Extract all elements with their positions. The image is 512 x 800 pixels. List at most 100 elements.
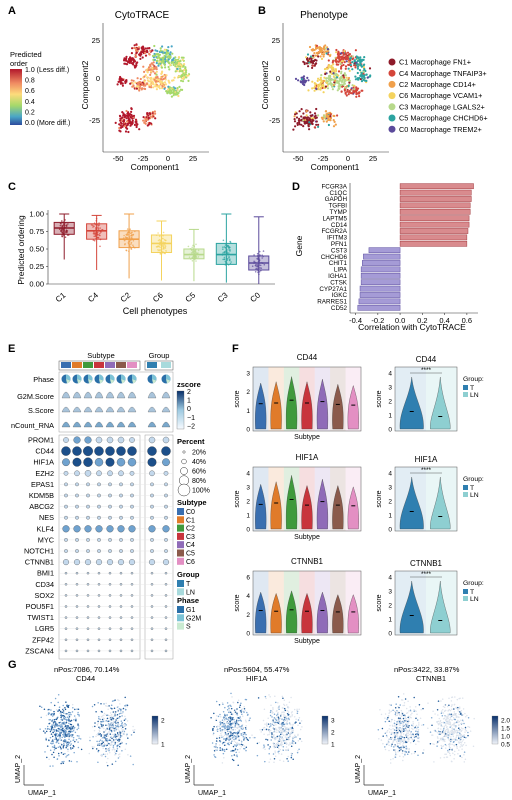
scatter-point	[315, 120, 318, 123]
umap-point	[398, 729, 401, 732]
group-violin-title: CD44	[416, 355, 437, 364]
umap-point	[416, 713, 418, 715]
panel-letter-f: F	[232, 343, 239, 355]
umap-point	[55, 723, 58, 725]
umap-point	[398, 747, 401, 749]
umap-point	[59, 710, 62, 713]
umap-point	[121, 725, 123, 727]
umap-point	[112, 746, 115, 748]
umap-point	[221, 701, 224, 704]
scatter-point	[143, 80, 146, 83]
umap-point	[391, 719, 393, 721]
expression-dot	[108, 515, 112, 520]
violin-xlabel: Subtype	[294, 434, 320, 441]
percent-label: 80%	[192, 478, 206, 485]
umap-point	[268, 752, 270, 755]
umap-point	[289, 733, 292, 735]
umap-point	[241, 715, 244, 717]
scatter-point	[298, 119, 301, 122]
umap-point	[430, 716, 433, 719]
umap-point	[289, 716, 292, 718]
subtype-swatch	[177, 508, 184, 515]
umap-point	[277, 711, 279, 714]
jitter-point	[159, 241, 161, 243]
legend-swatch	[388, 58, 396, 66]
scatter-point	[369, 75, 372, 78]
umap-point	[283, 725, 285, 728]
umap-point	[295, 736, 297, 738]
umap-point	[227, 705, 229, 708]
umap-point	[219, 713, 221, 716]
umap-point	[461, 697, 464, 699]
mini-violin	[72, 421, 82, 428]
umap-point	[70, 748, 72, 750]
gene-label: NOTCH1	[24, 547, 54, 556]
expression-dot	[97, 605, 101, 608]
scatter-point	[177, 65, 180, 68]
scatter-point	[158, 60, 161, 63]
umap-point	[98, 742, 100, 745]
scatter-point	[146, 76, 149, 79]
umap-point	[443, 726, 445, 729]
umap-point	[278, 708, 280, 711]
umap-point	[440, 732, 442, 735]
scatter-point	[346, 89, 349, 92]
scatter-point	[156, 50, 159, 53]
umap-point	[411, 712, 413, 715]
scatter-point	[168, 53, 171, 56]
umap-point	[118, 736, 121, 739]
umap-point	[227, 722, 230, 725]
umap-point	[264, 695, 267, 698]
umap-point	[234, 744, 236, 746]
scatter-point	[342, 63, 345, 67]
scatter-point	[134, 55, 138, 58]
umap-point	[95, 711, 97, 713]
umap-point	[216, 730, 219, 733]
scatter-point	[313, 52, 316, 55]
jitter-point	[92, 239, 95, 241]
scatter-point	[131, 117, 134, 120]
umap-point	[463, 736, 466, 739]
scatter-point	[317, 77, 320, 80]
umap-point	[114, 711, 117, 713]
scatter-point	[355, 86, 358, 89]
zscore-tick: −1	[187, 415, 195, 422]
jitter-point	[126, 228, 129, 230]
jitter-point	[62, 229, 64, 231]
umap-point	[460, 710, 463, 712]
umap-point	[49, 736, 52, 739]
expression-dot	[64, 616, 68, 619]
umap-point	[119, 742, 122, 745]
umap-point	[277, 716, 280, 718]
percent-dot	[182, 450, 186, 454]
bar-FCGR3A	[399, 183, 474, 190]
scatter-point	[147, 69, 150, 72]
phase-pie-slice	[152, 374, 157, 381]
header-color-cell	[105, 362, 115, 368]
expression-dot	[162, 525, 170, 533]
y-tick-label: 0	[96, 74, 100, 83]
group-legend-title: Group:	[463, 476, 484, 483]
phase-pie-slice	[121, 379, 126, 384]
scatter-point	[353, 88, 356, 91]
umap-point	[287, 736, 290, 739]
umap-point	[59, 728, 61, 731]
scatter-point	[135, 124, 138, 127]
phase-pie-slice	[166, 374, 171, 381]
umap-point	[440, 744, 442, 747]
scatter-point	[152, 61, 155, 64]
scatter-point	[130, 107, 133, 110]
umap-point	[271, 733, 273, 735]
expression-dot	[75, 515, 79, 520]
umap-point	[441, 732, 444, 734]
umap-point	[68, 760, 71, 762]
umap-point	[73, 745, 75, 748]
scatter-point	[164, 83, 167, 86]
scatter-point	[307, 79, 310, 82]
umap-point	[401, 720, 404, 723]
scatter-point	[303, 120, 306, 123]
umap-point	[232, 728, 234, 731]
umap-ylabel: UMAP_2	[185, 755, 192, 783]
expression-dot	[129, 559, 135, 566]
umap-point	[284, 727, 287, 729]
